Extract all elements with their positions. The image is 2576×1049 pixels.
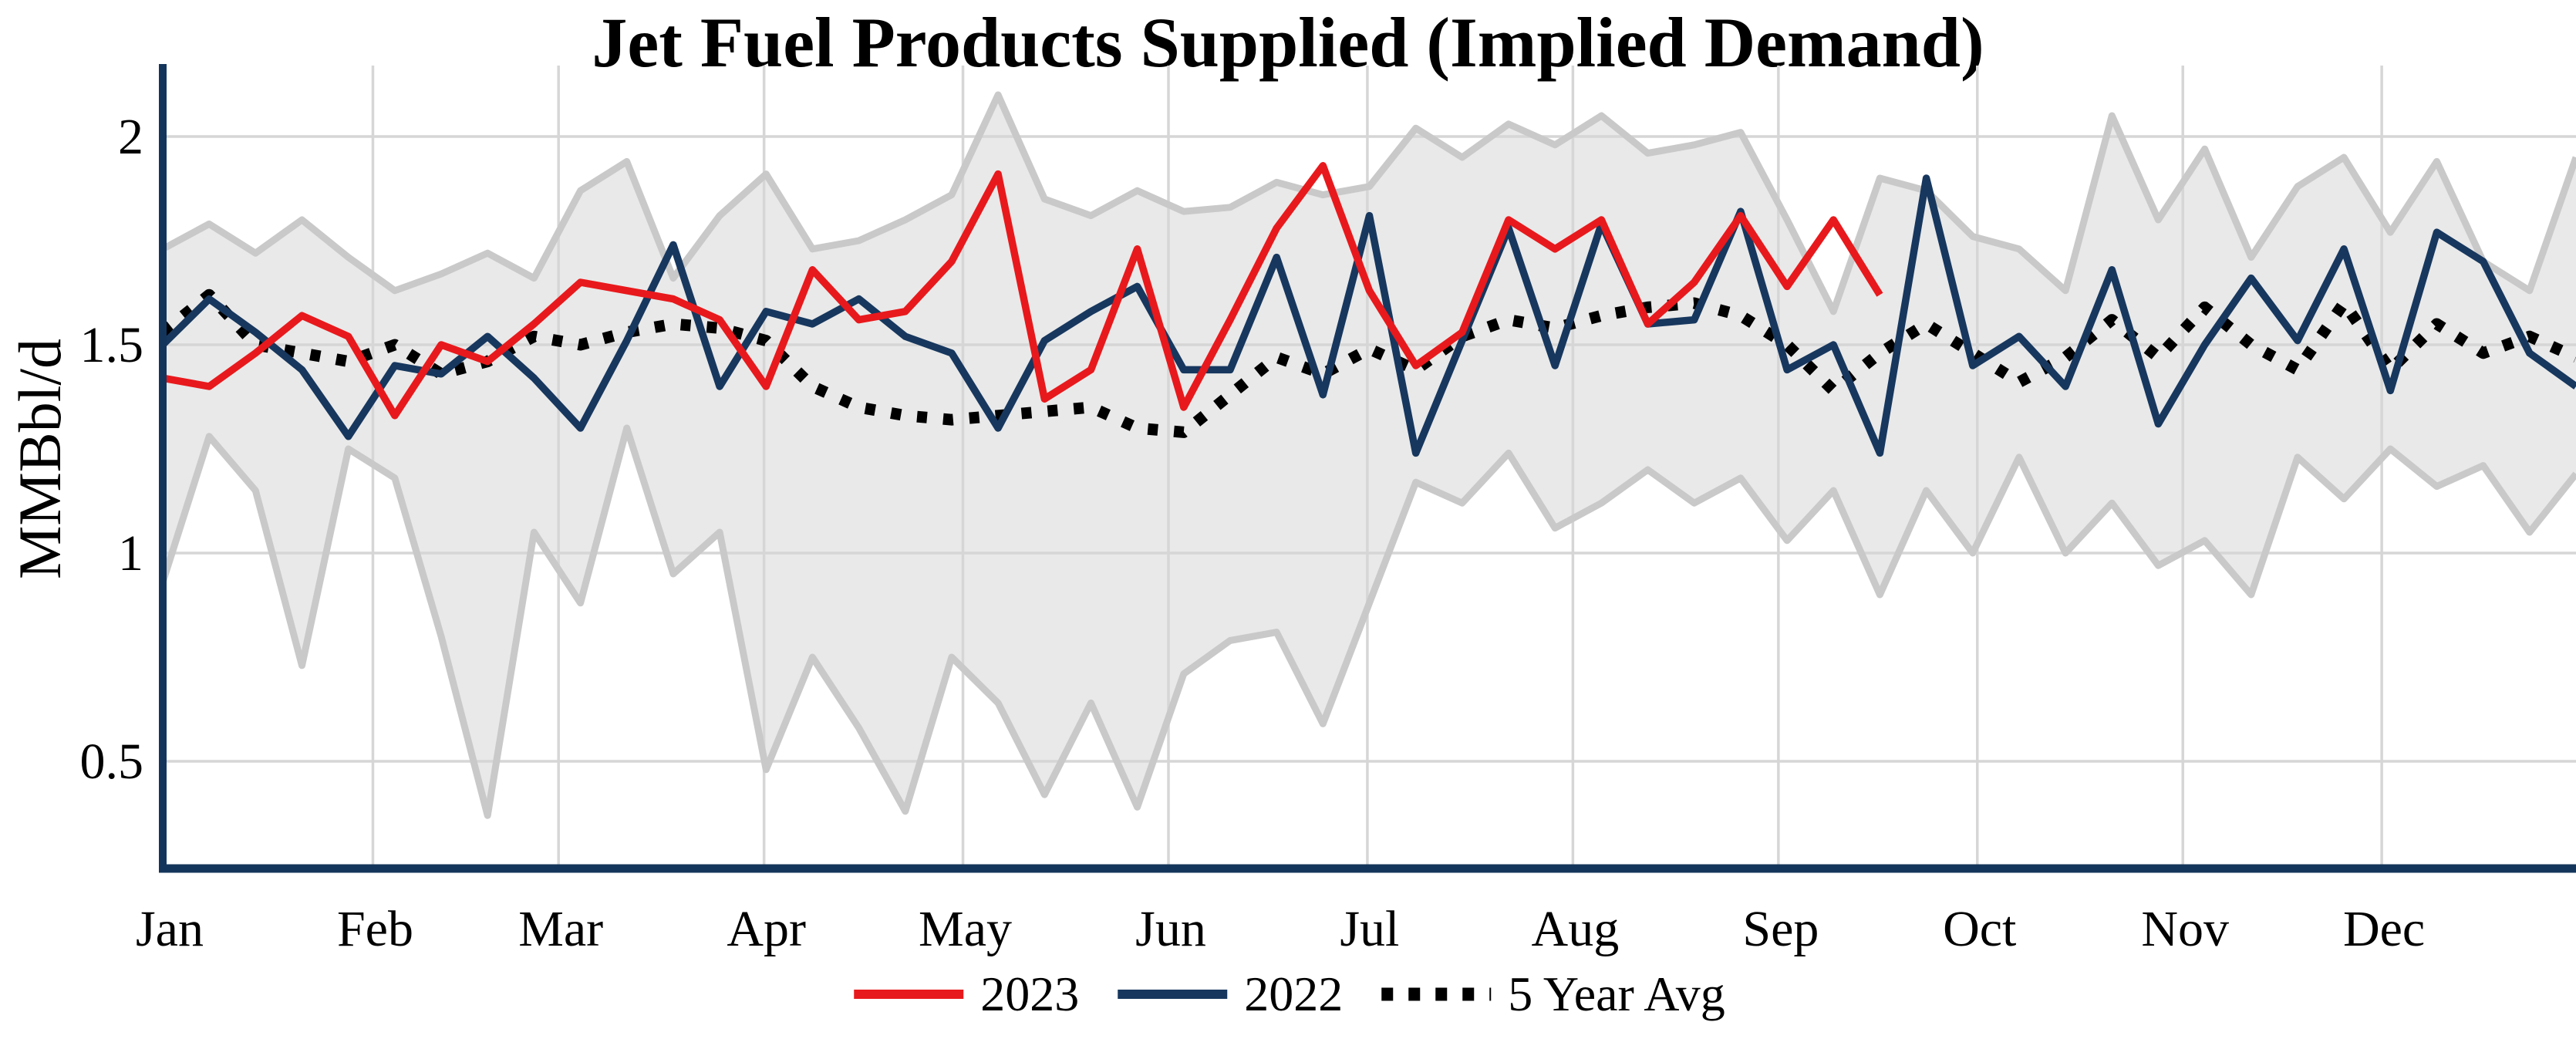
x-tick-label-Feb: Feb [337, 901, 413, 957]
y-tick-label-1.5: 1.5 [80, 317, 144, 373]
legend-line-sample-5-year-avg [1381, 987, 1492, 1001]
band-lower-edge [159, 424, 2576, 819]
x-tick-label-Mar: Mar [518, 901, 603, 957]
legend-item-5-year-avg: 5 Year Avg [1378, 966, 1725, 1023]
legend-item-2022: 2022 [1114, 966, 1343, 1023]
legend-line-sample-2023 [854, 990, 964, 999]
five-year-range-band [163, 95, 2576, 816]
legend-item-2023: 2023 [851, 966, 1079, 1023]
y-tick-label-1: 1 [118, 525, 143, 582]
line-2022 [160, 174, 2576, 457]
x-tick-labels: Jan Feb Mar Apr May Jun Jul Aug Sep Oct Nov Dec [136, 901, 2425, 957]
x-tick-label-May: May [919, 901, 1012, 957]
y-tick-labels: 0.5 1 1.5 2 [80, 109, 144, 790]
band-upper-edge [160, 91, 2576, 315]
line-2023 [162, 162, 1883, 420]
x-tick-label-Oct: Oct [1943, 901, 2016, 957]
x-tick-label-Aug: Aug [1532, 901, 1620, 957]
x-tick-label-Sep: Sep [1742, 901, 1819, 957]
legend: 2023 2022 5 Year Avg [851, 966, 1725, 1023]
chart-title: Jet Fuel Products Supplied (Implied Dema… [592, 3, 1984, 82]
legend-line-sample-2022 [1118, 990, 1228, 999]
legend-label-2022: 2022 [1244, 966, 1344, 1021]
x-tick-label-Jun: Jun [1135, 901, 1206, 957]
x-tick-label-Jan: Jan [136, 901, 204, 957]
x-tick-label-Jul: Jul [1340, 901, 1399, 957]
y-tick-label-0.5: 0.5 [80, 734, 144, 790]
x-tick-label-Dec: Dec [2343, 901, 2425, 957]
y-tick-label-2: 2 [118, 109, 143, 165]
legend-label-5-year-avg: 5 Year Avg [1508, 966, 1725, 1021]
legend-label-2023: 2023 [980, 966, 1080, 1021]
gridlines [163, 66, 2576, 869]
x-tick-label-Apr: Apr [727, 901, 806, 957]
x-tick-label-Nov: Nov [2141, 901, 2229, 957]
